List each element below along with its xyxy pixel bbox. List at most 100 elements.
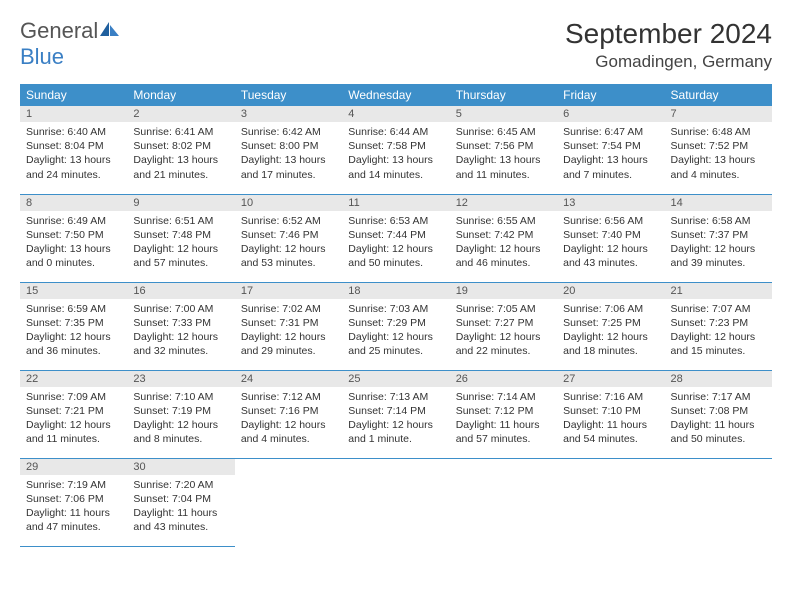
weekday-header: Friday — [557, 84, 664, 106]
daylight-line: Daylight: 12 hours and 18 minutes. — [563, 330, 658, 358]
daylight-line: Daylight: 12 hours and 11 minutes. — [26, 418, 121, 446]
day-number: 24 — [235, 371, 342, 387]
sunrise-line: Sunrise: 7:12 AM — [241, 390, 336, 404]
day-number: 13 — [557, 195, 664, 211]
calendar-day-cell: 16Sunrise: 7:00 AMSunset: 7:33 PMDayligh… — [127, 282, 234, 370]
day-body: Sunrise: 7:09 AMSunset: 7:21 PMDaylight:… — [20, 387, 127, 453]
calendar-day-cell: 29Sunrise: 7:19 AMSunset: 7:06 PMDayligh… — [20, 458, 127, 546]
sunset-line: Sunset: 7:56 PM — [456, 139, 551, 153]
day-number: 6 — [557, 106, 664, 122]
calendar-week-row: 8Sunrise: 6:49 AMSunset: 7:50 PMDaylight… — [20, 194, 772, 282]
daylight-line: Daylight: 11 hours and 47 minutes. — [26, 506, 121, 534]
sunset-line: Sunset: 7:42 PM — [456, 228, 551, 242]
sunrise-line: Sunrise: 6:48 AM — [671, 125, 766, 139]
sunrise-line: Sunrise: 6:55 AM — [456, 214, 551, 228]
day-body: Sunrise: 7:17 AMSunset: 7:08 PMDaylight:… — [665, 387, 772, 453]
day-body: Sunrise: 7:02 AMSunset: 7:31 PMDaylight:… — [235, 299, 342, 365]
daylight-line: Daylight: 12 hours and 29 minutes. — [241, 330, 336, 358]
sunrise-line: Sunrise: 6:59 AM — [26, 302, 121, 316]
daylight-line: Daylight: 13 hours and 17 minutes. — [241, 153, 336, 181]
day-number: 8 — [20, 195, 127, 211]
daylight-line: Daylight: 13 hours and 11 minutes. — [456, 153, 551, 181]
calendar-table: SundayMondayTuesdayWednesdayThursdayFrid… — [20, 84, 772, 547]
sunrise-line: Sunrise: 6:49 AM — [26, 214, 121, 228]
day-number: 25 — [342, 371, 449, 387]
daylight-line: Daylight: 12 hours and 46 minutes. — [456, 242, 551, 270]
sunset-line: Sunset: 7:08 PM — [671, 404, 766, 418]
sunrise-line: Sunrise: 7:16 AM — [563, 390, 658, 404]
calendar-day-cell: 6 Sunrise: 6:47 AMSunset: 7:54 PMDaylight… — [557, 106, 664, 194]
sunset-line: Sunset: 7:48 PM — [133, 228, 228, 242]
day-body: Sunrise: 6:49 AMSunset: 7:50 PMDaylight:… — [20, 211, 127, 277]
sunset-line: Sunset: 7:54 PM — [563, 139, 658, 153]
day-number: 29 — [20, 459, 127, 475]
calendar-day-cell: 3Sunrise: 6:42 AMSunset: 8:00 PMDaylight… — [235, 106, 342, 194]
header: General Blue September 2024 Gomadingen, … — [20, 18, 772, 72]
day-body: Sunrise: 6:59 AMSunset: 7:35 PMDaylight:… — [20, 299, 127, 365]
calendar-day-cell: 14Sunrise: 6:58 AMSunset: 7:37 PMDayligh… — [665, 194, 772, 282]
sunset-line: Sunset: 7:23 PM — [671, 316, 766, 330]
sunrise-line: Sunrise: 7:14 AM — [456, 390, 551, 404]
day-body: Sunrise: 7:20 AMSunset: 7:04 PMDaylight:… — [127, 475, 234, 541]
sunrise-line: Sunrise: 7:13 AM — [348, 390, 443, 404]
calendar-day-cell: 17Sunrise: 7:02 AMSunset: 7:31 PMDayligh… — [235, 282, 342, 370]
day-body: Sunrise: 7:07 AMSunset: 7:23 PMDaylight:… — [665, 299, 772, 365]
sunset-line: Sunset: 7:14 PM — [348, 404, 443, 418]
sunset-line: Sunset: 7:40 PM — [563, 228, 658, 242]
daylight-line: Daylight: 12 hours and 43 minutes. — [563, 242, 658, 270]
sunset-line: Sunset: 7:37 PM — [671, 228, 766, 242]
calendar-day-cell: 23Sunrise: 7:10 AMSunset: 7:19 PMDayligh… — [127, 370, 234, 458]
sunset-line: Sunset: 8:04 PM — [26, 139, 121, 153]
day-number: 12 — [450, 195, 557, 211]
day-number: 16 — [127, 283, 234, 299]
day-number: 19 — [450, 283, 557, 299]
sunset-line: Sunset: 7:35 PM — [26, 316, 121, 330]
daylight-line: Daylight: 12 hours and 32 minutes. — [133, 330, 228, 358]
sunrise-line: Sunrise: 6:58 AM — [671, 214, 766, 228]
calendar-day-cell: 20Sunrise: 7:06 AMSunset: 7:25 PMDayligh… — [557, 282, 664, 370]
logo-text-blue: Blue — [20, 44, 64, 69]
day-body: Sunrise: 6:41 AMSunset: 8:02 PMDaylight:… — [127, 122, 234, 188]
day-number: 14 — [665, 195, 772, 211]
weekday-header: Monday — [127, 84, 234, 106]
calendar-day-cell: 19Sunrise: 7:05 AMSunset: 7:27 PMDayligh… — [450, 282, 557, 370]
day-number: 11 — [342, 195, 449, 211]
day-number: 9 — [127, 195, 234, 211]
day-body: Sunrise: 7:16 AMSunset: 7:10 PMDaylight:… — [557, 387, 664, 453]
sunset-line: Sunset: 7:25 PM — [563, 316, 658, 330]
day-number: 1 — [20, 106, 127, 122]
sunset-line: Sunset: 7:27 PM — [456, 316, 551, 330]
day-number: 30 — [127, 459, 234, 475]
sunrise-line: Sunrise: 6:42 AM — [241, 125, 336, 139]
calendar-day-cell: 9Sunrise: 6:51 AMSunset: 7:48 PMDaylight… — [127, 194, 234, 282]
day-body: Sunrise: 7:05 AMSunset: 7:27 PMDaylight:… — [450, 299, 557, 365]
daylight-line: Daylight: 12 hours and 25 minutes. — [348, 330, 443, 358]
calendar-day-cell: 28Sunrise: 7:17 AMSunset: 7:08 PMDayligh… — [665, 370, 772, 458]
logo-text-general: General — [20, 18, 98, 43]
day-number: 2 — [127, 106, 234, 122]
day-body: Sunrise: 6:52 AMSunset: 7:46 PMDaylight:… — [235, 211, 342, 277]
calendar-day-cell: 26Sunrise: 7:14 AMSunset: 7:12 PMDayligh… — [450, 370, 557, 458]
sunset-line: Sunset: 7:44 PM — [348, 228, 443, 242]
day-number: 18 — [342, 283, 449, 299]
calendar-day-cell: 7Sunrise: 6:48 AMSunset: 7:52 PMDaylight… — [665, 106, 772, 194]
sunset-line: Sunset: 7:52 PM — [671, 139, 766, 153]
sunrise-line: Sunrise: 6:44 AM — [348, 125, 443, 139]
calendar-day-cell: 5Sunrise: 6:45 AMSunset: 7:56 PMDaylight… — [450, 106, 557, 194]
day-number: 22 — [20, 371, 127, 387]
sunrise-line: Sunrise: 7:00 AM — [133, 302, 228, 316]
daylight-line: Daylight: 12 hours and 50 minutes. — [348, 242, 443, 270]
weekday-header: Saturday — [665, 84, 772, 106]
sunrise-line: Sunrise: 6:47 AM — [563, 125, 658, 139]
calendar-week-row: 15Sunrise: 6:59 AMSunset: 7:35 PMDayligh… — [20, 282, 772, 370]
calendar-day-cell: 8Sunrise: 6:49 AMSunset: 7:50 PMDaylight… — [20, 194, 127, 282]
daylight-line: Daylight: 11 hours and 54 minutes. — [563, 418, 658, 446]
calendar-week-row: 1Sunrise: 6:40 AMSunset: 8:04 PMDaylight… — [20, 106, 772, 194]
daylight-line: Daylight: 13 hours and 7 minutes. — [563, 153, 658, 181]
daylight-line: Daylight: 11 hours and 57 minutes. — [456, 418, 551, 446]
daylight-line: Daylight: 12 hours and 36 minutes. — [26, 330, 121, 358]
sunrise-line: Sunrise: 7:02 AM — [241, 302, 336, 316]
calendar-day-cell: 2Sunrise: 6:41 AMSunset: 8:02 PMDaylight… — [127, 106, 234, 194]
sunset-line: Sunset: 8:02 PM — [133, 139, 228, 153]
daylight-line: Daylight: 12 hours and 8 minutes. — [133, 418, 228, 446]
